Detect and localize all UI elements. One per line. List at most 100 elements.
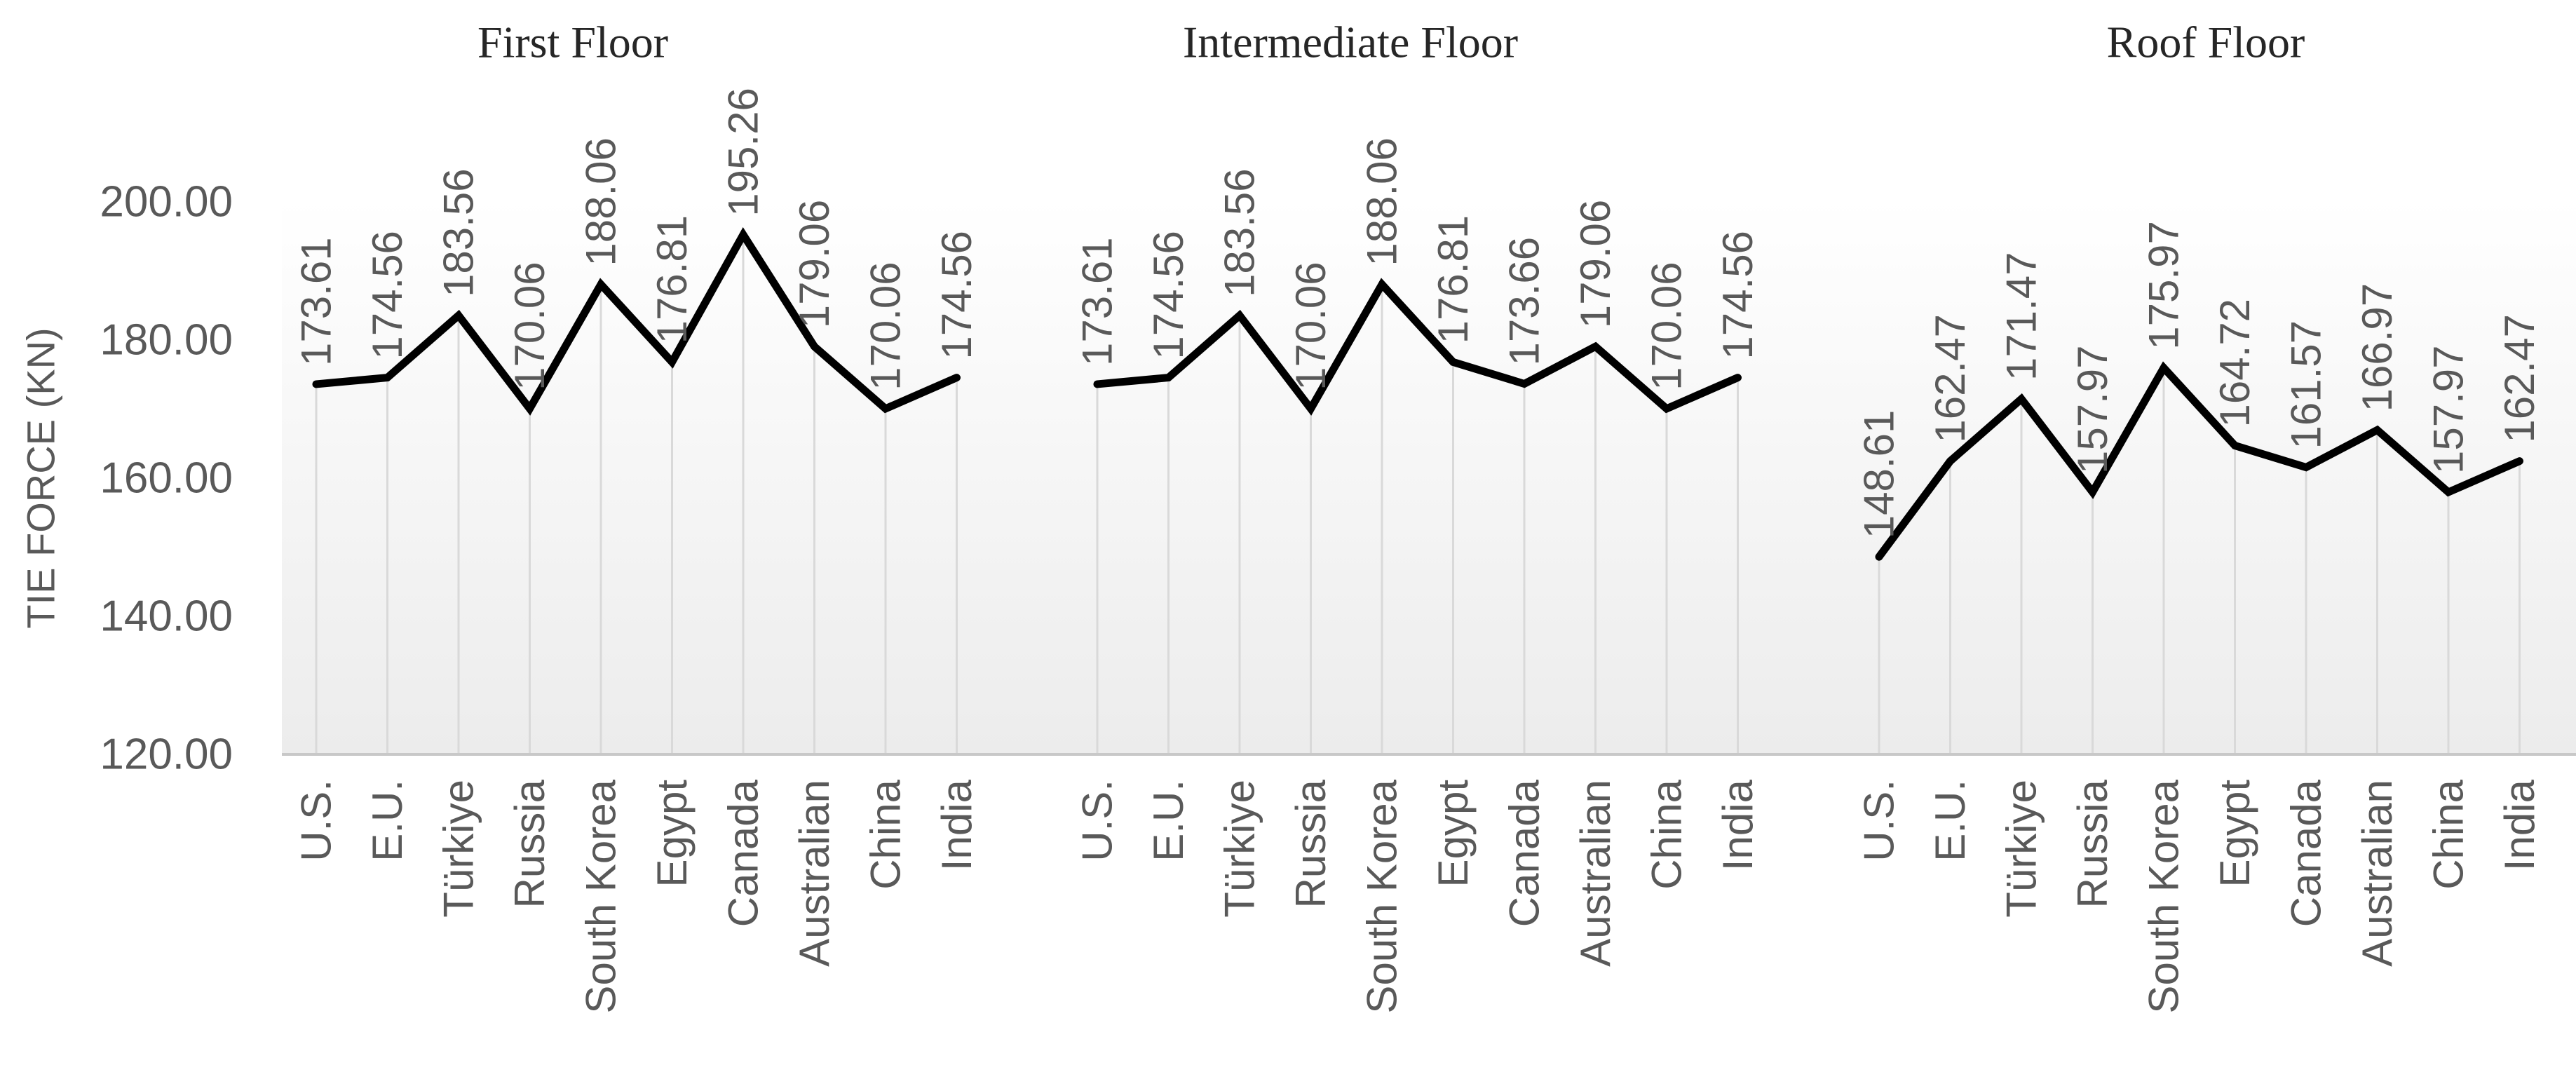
data-label: 176.81	[1430, 215, 1477, 344]
x-tick-label: Australian	[2354, 780, 2401, 967]
data-label: 183.56	[435, 168, 482, 297]
data-label: 170.06	[506, 262, 553, 391]
x-tick-label: E.U.	[1145, 780, 1192, 862]
data-label: 170.06	[862, 262, 909, 391]
data-point	[599, 283, 602, 286]
data-label: 171.47	[1998, 252, 2045, 381]
series-lines	[312, 226, 2523, 561]
series-line	[312, 226, 961, 416]
panel-title: First Floor	[477, 18, 668, 67]
x-tick-label: U.S.	[293, 780, 340, 862]
axis-text: 120.00 140.00 160.00 180.00 200.00 TIE FORCE …	[19, 18, 2544, 1014]
x-tick-label: E.U.	[364, 780, 411, 862]
y-axis-title: TIE FORCE (KN)	[19, 327, 63, 628]
x-tick-label: Türkiye	[1998, 780, 2045, 918]
data-point	[742, 233, 745, 236]
x-tick-label: South Korea	[578, 779, 625, 1013]
data-label: 174.56	[1145, 231, 1192, 360]
data-point	[1736, 376, 1740, 379]
data-point	[2375, 428, 2379, 432]
data-point	[2233, 444, 2237, 447]
data-point	[1665, 407, 1668, 410]
data-label: 166.97	[2354, 283, 2401, 412]
data-point	[457, 313, 460, 317]
data-point	[1878, 555, 1880, 559]
y-tick-label: 140.00	[100, 592, 233, 641]
data-label: 173.66	[1501, 237, 1548, 366]
data-label: 162.47	[2496, 314, 2543, 443]
data-point	[955, 376, 958, 379]
data-label: 179.06	[1572, 200, 1619, 329]
x-tick-label: South Korea	[1359, 779, 1406, 1013]
y-tick-label: 120.00	[100, 731, 233, 779]
x-tick-label: Egypt	[649, 780, 696, 888]
plot-area	[282, 198, 2576, 756]
data-label: 170.06	[1287, 262, 1334, 391]
x-tick-label: Canada	[720, 779, 767, 927]
data-label: 173.61	[1074, 237, 1121, 366]
x-tick-label: Türkiye	[1216, 780, 1263, 918]
x-tick-label: China	[2425, 779, 2472, 889]
data-labels: 173.61 174.56 183.56 170.06 188.06 176.81 195.…	[293, 88, 2544, 538]
data-label: 183.56	[1216, 168, 1263, 297]
data-label: 148.61	[1856, 410, 1903, 539]
data-point	[528, 407, 531, 410]
data-label: 161.57	[2283, 320, 2330, 449]
data-label: 162.47	[1927, 314, 1974, 443]
data-point	[670, 360, 674, 364]
x-tick-label: Egypt	[2211, 780, 2258, 888]
x-tick-label: Australian	[1572, 780, 1619, 967]
x-tick-label: South Korea	[2141, 779, 2188, 1013]
data-point	[2305, 466, 2307, 469]
data-label: 188.06	[578, 137, 625, 266]
grid-lines	[315, 234, 2521, 754]
x-tick-label: Russia	[1287, 779, 1334, 908]
x-tick-label: India	[933, 779, 980, 871]
series-line	[1875, 361, 2523, 561]
data-point	[1594, 345, 1597, 348]
data-point	[2091, 490, 2094, 494]
data-point	[1523, 382, 1526, 386]
data-point	[1451, 360, 1455, 364]
panel-title: Intermediate Floor	[1183, 18, 1518, 67]
panel-title: Roof Floor	[2107, 18, 2305, 67]
data-point	[2447, 490, 2450, 494]
y-tick-label: 160.00	[100, 454, 233, 503]
data-label: 174.56	[364, 231, 411, 360]
x-tick-label: India	[1714, 779, 1761, 871]
data-point	[315, 382, 318, 386]
x-tick-label: Russia	[2069, 779, 2116, 908]
data-point	[2518, 459, 2521, 463]
x-tick-label: Russia	[506, 779, 553, 908]
x-tick-label: E.U.	[1927, 780, 1974, 862]
x-tick-label: Canada	[2283, 779, 2330, 927]
x-tick-label: Türkiye	[435, 780, 482, 918]
data-label: 176.81	[649, 215, 696, 344]
data-label: 174.56	[933, 231, 980, 360]
x-tick-label: U.S.	[1856, 780, 1903, 862]
x-tick-label: India	[2496, 779, 2543, 871]
data-label: 164.72	[2211, 299, 2258, 428]
data-label: 195.26	[720, 88, 767, 217]
data-label: 157.97	[2069, 345, 2116, 474]
data-label: 175.97	[2141, 221, 2188, 350]
data-point	[386, 376, 389, 379]
data-point	[1238, 313, 1241, 317]
data-point	[1309, 407, 1313, 410]
data-label: 188.06	[1359, 137, 1406, 266]
x-tick-label: China	[862, 779, 909, 889]
data-label: 174.56	[1714, 231, 1761, 360]
data-label: 157.97	[2425, 345, 2472, 474]
x-tick-label: U.S.	[1074, 780, 1121, 862]
data-point	[2020, 398, 2023, 401]
x-tick-label: Egypt	[1430, 780, 1477, 888]
x-tick-label: Canada	[1501, 779, 1548, 927]
data-point	[1381, 283, 1383, 286]
data-label: 179.06	[791, 200, 838, 329]
data-label: 173.61	[293, 237, 340, 366]
x-tick-label: China	[1643, 779, 1690, 889]
x-tick-label: Australian	[791, 780, 838, 967]
y-tick-label: 180.00	[100, 316, 233, 365]
